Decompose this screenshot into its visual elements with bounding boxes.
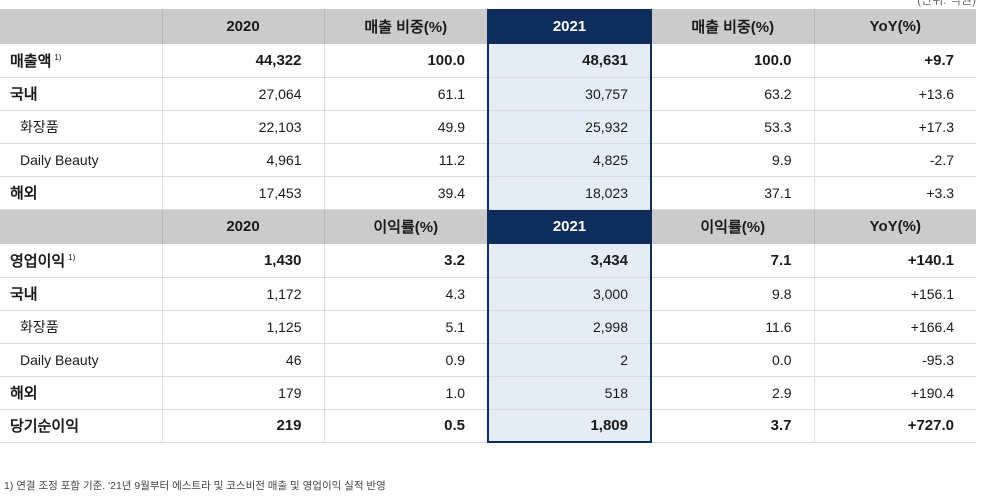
row-label: 해외	[0, 376, 162, 410]
row-label: 국내	[0, 277, 162, 311]
row-label: 화장품	[0, 310, 162, 344]
cell-share-2020: 11.2	[323, 143, 488, 177]
revenue-header-row: 2020 매출 비중(%) 2021 매출 비중(%) YoY(%)	[0, 9, 976, 44]
cell-2021: 3,434	[487, 244, 652, 278]
table-row: Daily Beauty 4,961 11.2 4,825 9.9 -2.7	[0, 143, 976, 177]
cell-margin-2021: 9.8	[650, 277, 814, 311]
revenue-header-2021: 2021	[487, 9, 652, 44]
financial-results-table: 2020 매출 비중(%) 2021 매출 비중(%) YoY(%) 매출액 1)…	[0, 9, 976, 443]
cell-margin-2020: 0.5	[323, 409, 488, 443]
cell-yoy: +9.7	[813, 44, 976, 78]
cell-2020: 22,103	[161, 110, 324, 144]
row-label: Daily Beauty	[0, 143, 162, 177]
cell-2021: 2	[487, 343, 652, 377]
cell-margin-2021: 11.6	[650, 310, 814, 344]
cell-2020: 219	[161, 409, 324, 443]
cell-2021: 18,023	[487, 176, 652, 210]
cell-share-2021: 37.1	[650, 176, 814, 210]
cell-margin-2020: 3.2	[323, 244, 488, 278]
cell-share-2020: 39.4	[323, 176, 488, 210]
row-label-text: 매출액	[10, 52, 52, 70]
cell-margin-2021: 0.0	[650, 343, 814, 377]
cell-share-2021: 100.0	[650, 44, 814, 78]
cell-yoy: +140.1	[813, 244, 976, 278]
cell-margin-2020: 5.1	[323, 310, 488, 344]
cell-yoy: +13.6	[813, 77, 976, 111]
cell-yoy: +156.1	[813, 277, 976, 311]
profit-header-row: 2020 이익률(%) 2021 이익률(%) YoY(%)	[0, 209, 976, 244]
cell-2020: 17,453	[161, 176, 324, 210]
cell-2020: 1,125	[161, 310, 324, 344]
cell-2021: 2,998	[487, 310, 652, 344]
cell-margin-2020: 1.0	[323, 376, 488, 410]
cell-yoy: -95.3	[813, 343, 976, 377]
cell-yoy: -2.7	[813, 143, 976, 177]
cell-2021: 518	[487, 376, 652, 410]
cell-2020: 1,172	[161, 277, 324, 311]
cell-yoy: +166.4	[813, 310, 976, 344]
table-row: 화장품 22,103 49.9 25,932 53.3 +17.3	[0, 110, 976, 144]
footnote-marker: 1)	[68, 252, 76, 262]
row-label: 국내	[0, 77, 162, 111]
unit-note: (단위: 억원)	[917, 0, 976, 7]
cell-2020: 46	[161, 343, 324, 377]
table-row: 국내 27,064 61.1 30,757 63.2 +13.6	[0, 77, 976, 111]
cell-2021: 30,757	[487, 77, 652, 111]
row-label: 해외	[0, 176, 162, 210]
cell-margin-2021: 2.9	[650, 376, 814, 410]
cell-yoy: +17.3	[813, 110, 976, 144]
revenue-header-yoy: YoY(%)	[813, 9, 976, 44]
profit-header-2020: 2020	[161, 209, 324, 244]
cell-2021: 1,809	[487, 409, 652, 443]
cell-2020: 1,430	[161, 244, 324, 278]
table-row: 화장품 1,125 5.1 2,998 11.6 +166.4	[0, 310, 976, 344]
cell-2020: 4,961	[161, 143, 324, 177]
revenue-header-2020: 2020	[161, 9, 324, 44]
profit-header-margin-2020: 이익률(%)	[323, 209, 488, 244]
cell-2020: 179	[161, 376, 324, 410]
cell-yoy: +190.4	[813, 376, 976, 410]
profit-header-2021: 2021	[487, 209, 652, 244]
profit-header-label	[0, 209, 162, 244]
row-label-text: 영업이익	[10, 252, 66, 270]
row-label: 영업이익 1)	[0, 244, 162, 278]
cell-2021: 3,000	[487, 277, 652, 311]
footnote: 1) 연결 조정 포함 기준. '21년 9월부터 에스트라 및 코스비전 매출…	[4, 480, 386, 492]
table-row: 당기순이익 219 0.5 1,809 3.7 +727.0	[0, 409, 976, 443]
cell-2020: 44,322	[161, 44, 324, 78]
table-row: 해외 17,453 39.4 18,023 37.1 +3.3	[0, 176, 976, 210]
cell-share-2021: 53.3	[650, 110, 814, 144]
row-label: 당기순이익	[0, 409, 162, 443]
table-row: Daily Beauty 46 0.9 2 0.0 -95.3	[0, 343, 976, 377]
cell-margin-2021: 3.7	[650, 409, 814, 443]
cell-2021: 4,825	[487, 143, 652, 177]
cell-share-2020: 100.0	[323, 44, 488, 78]
row-label: Daily Beauty	[0, 343, 162, 377]
revenue-header-label	[0, 9, 162, 44]
profit-header-yoy: YoY(%)	[813, 209, 976, 244]
cell-share-2021: 9.9	[650, 143, 814, 177]
cell-2020: 27,064	[161, 77, 324, 111]
profit-header-margin-2021: 이익률(%)	[650, 209, 814, 244]
cell-margin-2020: 4.3	[323, 277, 488, 311]
footnote-marker: 1)	[54, 52, 62, 62]
table-row: 국내 1,172 4.3 3,000 9.8 +156.1	[0, 277, 976, 311]
cell-yoy: +3.3	[813, 176, 976, 210]
table-row: 매출액 1) 44,322 100.0 48,631 100.0 +9.7	[0, 44, 976, 78]
table-row: 해외 179 1.0 518 2.9 +190.4	[0, 376, 976, 410]
cell-2021: 25,932	[487, 110, 652, 144]
cell-share-2020: 49.9	[323, 110, 488, 144]
table-row: 영업이익 1) 1,430 3.2 3,434 7.1 +140.1	[0, 244, 976, 278]
row-label: 화장품	[0, 110, 162, 144]
cell-margin-2020: 0.9	[323, 343, 488, 377]
cell-share-2021: 63.2	[650, 77, 814, 111]
row-label: 매출액 1)	[0, 44, 162, 78]
cell-2021: 48,631	[487, 44, 652, 78]
cell-share-2020: 61.1	[323, 77, 488, 111]
cell-margin-2021: 7.1	[650, 244, 814, 278]
revenue-header-share-2020: 매출 비중(%)	[323, 9, 488, 44]
revenue-header-share-2021: 매출 비중(%)	[650, 9, 814, 44]
cell-yoy: +727.0	[813, 409, 976, 443]
